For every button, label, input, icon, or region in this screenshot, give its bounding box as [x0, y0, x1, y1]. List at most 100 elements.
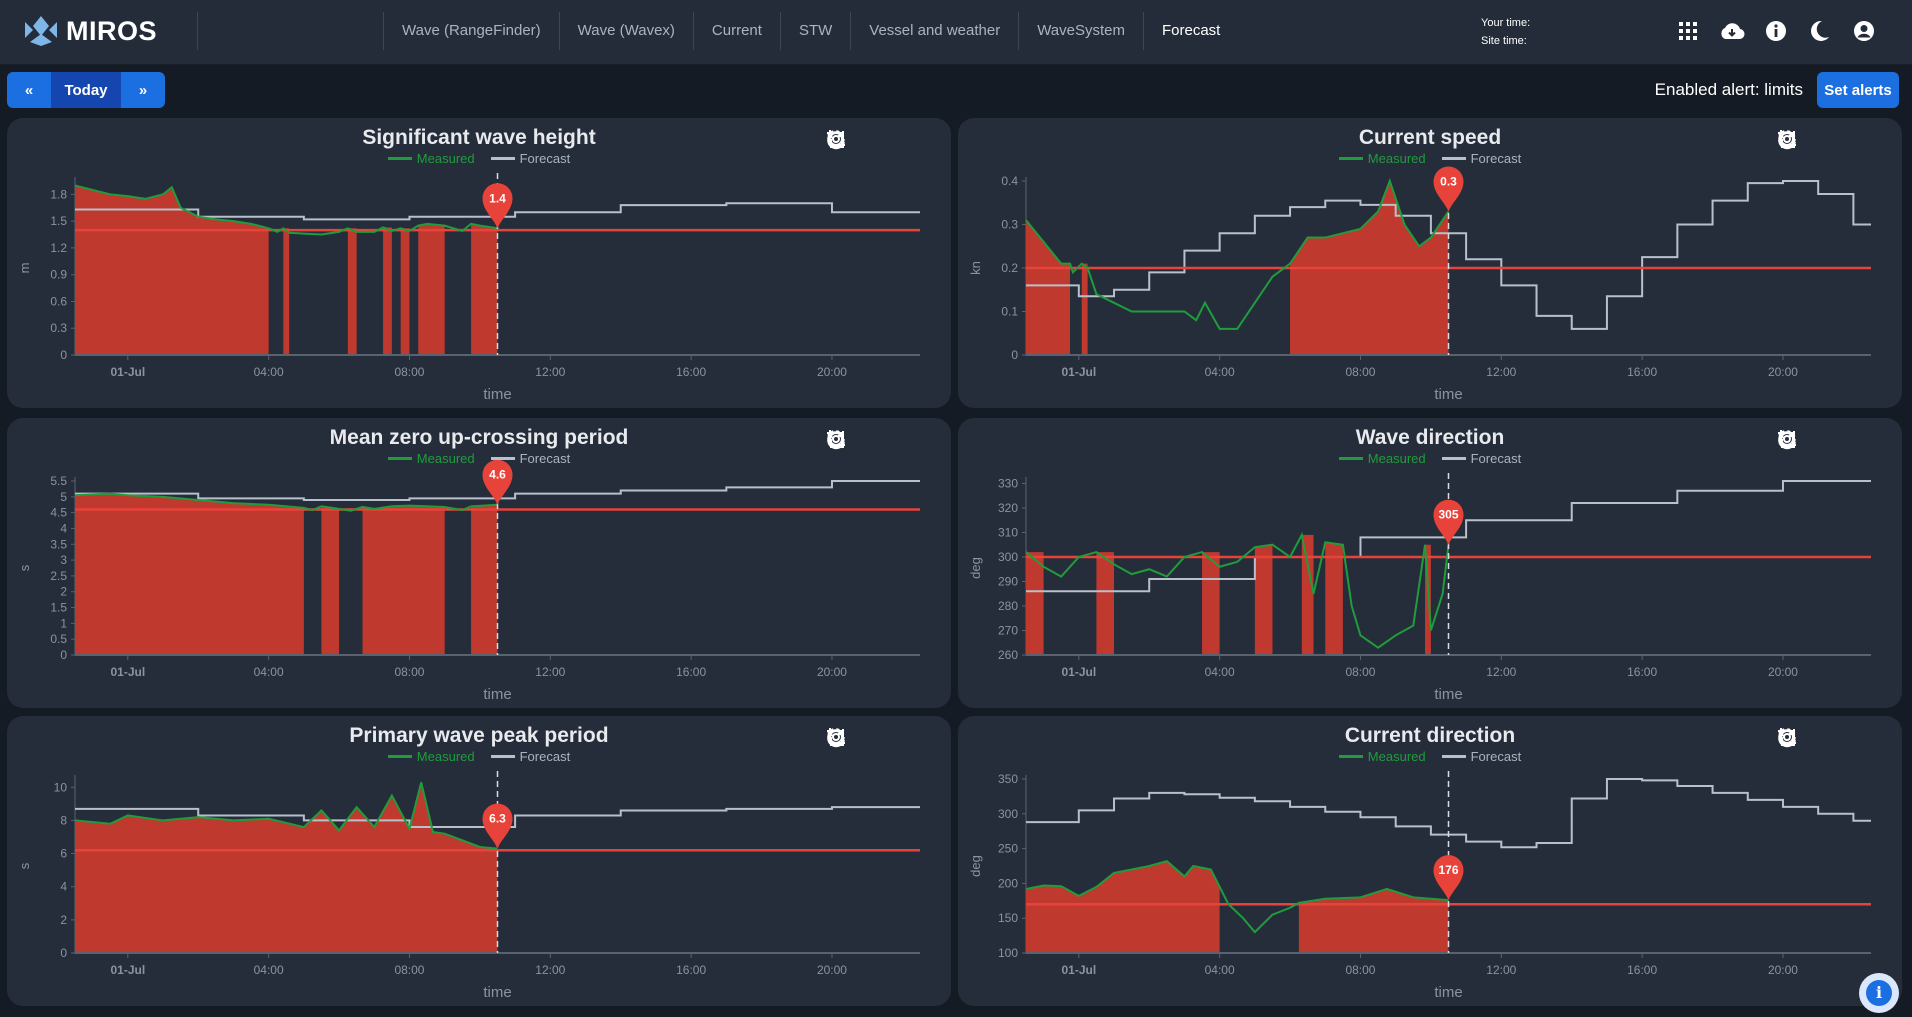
x-axis-label: time [1434, 386, 1462, 403]
limit-exceeded-area [1026, 220, 1071, 355]
y-axis-label: m [17, 263, 32, 274]
refresh-icon[interactable] [827, 428, 905, 452]
zoom-reset-icon[interactable] [1778, 428, 1828, 452]
x-axis-label: time [483, 386, 511, 403]
x-tick-label: 12:00 [1486, 963, 1516, 977]
legend-measured[interactable]: Measured [387, 451, 475, 466]
x-tick-label: 20:00 [817, 365, 847, 379]
set-alerts-button[interactable]: Set alerts [1817, 72, 1899, 108]
legend-measured[interactable]: Measured [387, 151, 475, 166]
x-tick-label: 04:00 [254, 665, 284, 679]
settings-gear-icon[interactable] [827, 128, 933, 152]
x-tick-label: 08:00 [394, 963, 424, 977]
y-tick-label: 0.2 [1001, 261, 1018, 275]
user-account-icon[interactable] [1850, 17, 1878, 45]
y-tick-label: 4 [60, 521, 67, 535]
dark-mode-moon-icon[interactable] [1806, 17, 1834, 45]
chart-svg[interactable]: 0 0.3 0.6 0.9 1.2 1.5 1.8 01-Jul 04:00 08:00 12:00… [7, 118, 951, 408]
limit-exceeded-area [283, 228, 290, 355]
zoom-reset-icon[interactable] [827, 128, 877, 152]
miros-logo[interactable]: MIROS [22, 14, 157, 48]
legend-swatch [1441, 457, 1466, 460]
legend-forecast[interactable]: Forecast [490, 151, 570, 166]
y-tick-label: 320 [998, 501, 1018, 515]
legend-forecast[interactable]: Forecast [490, 749, 570, 764]
settings-gear-icon[interactable] [827, 428, 933, 452]
measured-series-line [74, 184, 498, 236]
help-info-button[interactable]: i [1859, 973, 1899, 1013]
nav-forecast[interactable]: Forecast [1142, 12, 1238, 50]
settings-gear-icon[interactable] [1778, 128, 1884, 152]
limit-exceeded-area [1026, 552, 1044, 655]
legend-forecast[interactable]: Forecast [1441, 451, 1521, 466]
y-tick-label: 150 [998, 911, 1018, 925]
legend-forecast[interactable]: Forecast [490, 451, 570, 466]
nav-current[interactable]: Current [692, 12, 780, 50]
chart-svg[interactable]: 260 270 280 290 300 310 320 330 01-Jul 04:00 08:00… [958, 418, 1902, 708]
cloud-download-icon[interactable] [1718, 17, 1746, 45]
y-tick-label: 300 [998, 550, 1018, 564]
chart-svg[interactable]: 100 150 200 250 300 350 01-Jul 04:00 08:00 12:00 1… [958, 716, 1902, 1006]
chart-svg[interactable]: 0 0.5 11.5 2 2.5 3 3.5 44.5 5 5.5 01-Jul 04:00 08:00… [7, 418, 951, 708]
limit-exceeded-area [1254, 544, 1273, 655]
chart-svg[interactable]: 0 0.1 0.2 0.3 0.4 01-Jul 04:00 08:00 12:00 16:00 2… [958, 118, 1902, 408]
legend-swatch [1338, 457, 1363, 460]
info-icon: i [1866, 980, 1892, 1006]
settings-gear-icon[interactable] [827, 726, 933, 750]
chart-toolbox [1776, 726, 1884, 750]
legend-forecast[interactable]: Forecast [1441, 749, 1522, 764]
zoom-reset-icon[interactable] [1778, 726, 1828, 750]
legend-forecast[interactable]: Forecast [1441, 151, 1521, 166]
apps-grid-icon[interactable] [1674, 17, 1702, 45]
zoom-reset-icon[interactable] [827, 726, 877, 750]
legend-measured[interactable]: Measured [1338, 451, 1426, 466]
nav-wavesystem[interactable]: WaveSystem [1018, 12, 1143, 50]
nav-wave-wavex[interactable]: Wave (Wavex) [558, 12, 693, 50]
previous-day-button[interactable]: « [7, 72, 51, 108]
your-time-label: Your time: [1481, 17, 1531, 29]
chart-legend: Measured Forecast [958, 451, 1902, 466]
x-tick-label: 01-Jul [110, 665, 145, 679]
zoom-reset-icon[interactable] [1778, 128, 1828, 152]
value-marker-pin: 0.3 [1433, 166, 1464, 212]
chart-svg[interactable]: 0 2 4 6 8 10 01-Jul 04:00 08:00 12:00 16:00 20:00 ti… [7, 716, 951, 1006]
info-icon[interactable] [1762, 17, 1790, 45]
y-tick-label: 290 [998, 574, 1018, 588]
legend-measured[interactable]: Measured [387, 749, 475, 764]
limit-exceeded-area [321, 506, 340, 655]
refresh-icon[interactable] [1778, 428, 1856, 452]
nav-wave-rangefinder[interactable]: Wave (RangeFinder) [383, 12, 559, 50]
legend-swatch [490, 755, 515, 758]
x-tick-label: 01-Jul [1061, 365, 1096, 379]
limit-exceeded-area [400, 228, 410, 355]
refresh-icon[interactable] [1778, 128, 1856, 152]
legend-swatch [490, 457, 515, 460]
marker-value-label: 305 [1438, 508, 1458, 522]
refresh-icon[interactable] [1778, 726, 1856, 750]
y-tick-label: 1.5 [50, 214, 67, 228]
y-tick-label: 4 [60, 880, 67, 894]
chart-toolbox [1776, 128, 1884, 152]
nav-stw[interactable]: STW [779, 12, 850, 50]
zoom-reset-icon[interactable] [827, 428, 877, 452]
settings-gear-icon[interactable] [1778, 726, 1884, 750]
limit-exceeded-area [383, 227, 392, 355]
limit-exceeded-area [75, 782, 498, 953]
refresh-icon[interactable] [827, 128, 905, 152]
limit-exceeded-area [1301, 534, 1314, 655]
nav-vessel-and-weather[interactable]: Vessel and weather [850, 12, 1018, 50]
legend-measured[interactable]: Measured [1338, 151, 1426, 166]
x-tick-label: 16:00 [1627, 665, 1657, 679]
next-day-button[interactable]: » [121, 72, 165, 108]
x-tick-label: 16:00 [676, 963, 706, 977]
limit-exceeded-area [418, 223, 445, 355]
legend-swatch [387, 457, 412, 460]
site-time-label: Site time: [1481, 35, 1527, 47]
y-tick-label: 310 [998, 525, 1018, 539]
marker-value-label: 176 [1438, 863, 1458, 877]
refresh-icon[interactable] [827, 726, 905, 750]
settings-gear-icon[interactable] [1778, 428, 1884, 452]
legend-measured[interactable]: Measured [1338, 749, 1426, 764]
today-button[interactable]: Today [51, 72, 121, 108]
legend-label: Forecast [1470, 749, 1522, 764]
